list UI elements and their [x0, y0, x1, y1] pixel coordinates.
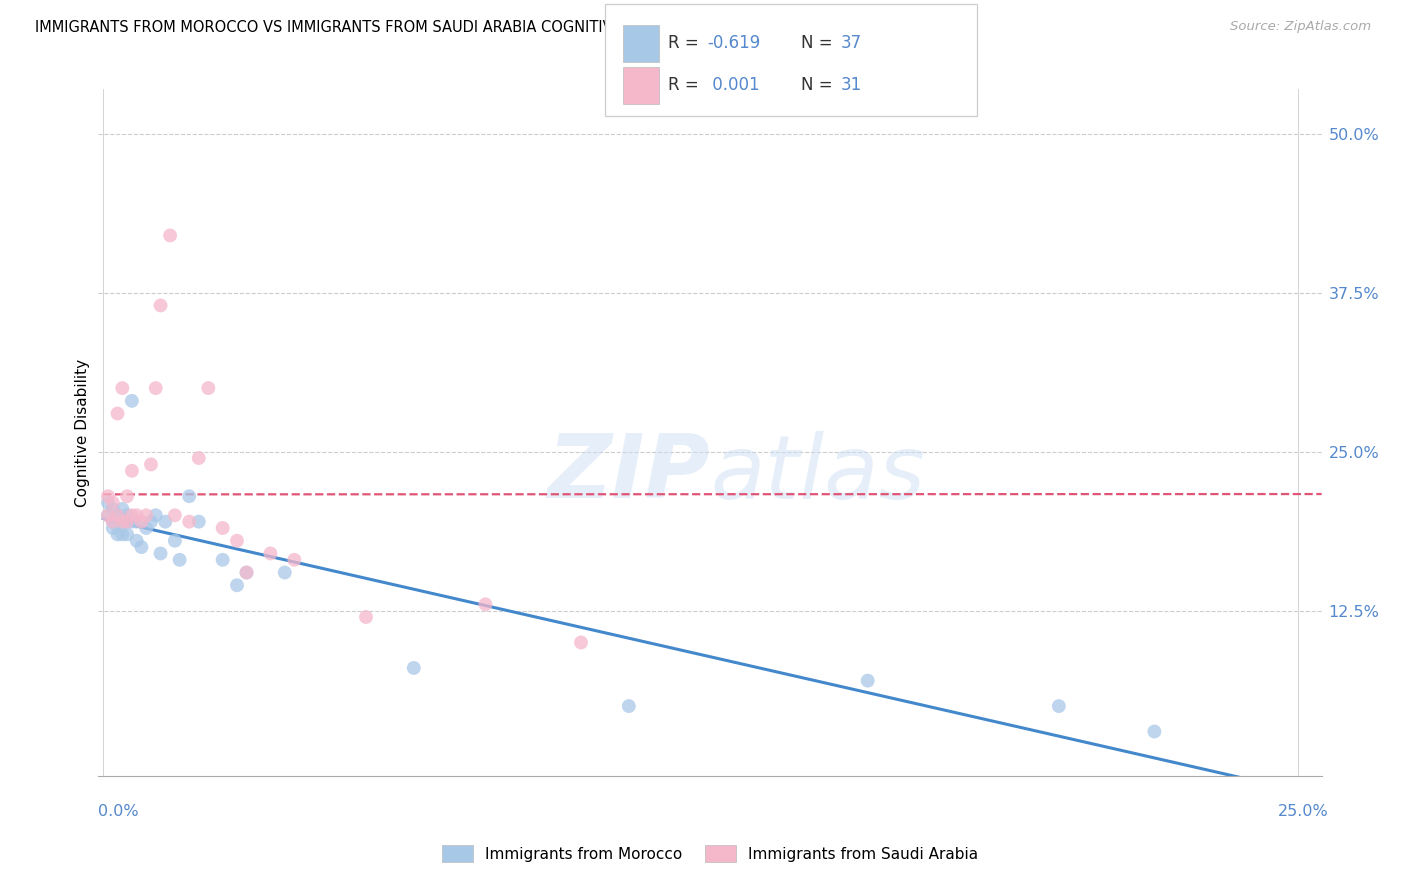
Point	[169, 553, 191, 567]
Text: R =: R =	[668, 76, 704, 94]
Point	[226, 578, 249, 592]
Point	[125, 515, 148, 529]
Point	[569, 635, 592, 649]
Point	[179, 515, 201, 529]
Text: 37: 37	[841, 34, 862, 52]
Point	[179, 489, 201, 503]
Point	[145, 508, 167, 523]
Text: N =: N =	[801, 76, 838, 94]
Point	[97, 495, 120, 509]
Point	[131, 515, 153, 529]
Point	[115, 515, 138, 529]
Text: atlas: atlas	[710, 431, 925, 516]
Point	[101, 515, 124, 529]
Point	[139, 515, 162, 529]
Text: R =: R =	[668, 34, 704, 52]
Point	[107, 515, 129, 529]
Point	[111, 381, 134, 395]
Point	[107, 508, 129, 523]
Legend: Immigrants from Morocco, Immigrants from Saudi Arabia: Immigrants from Morocco, Immigrants from…	[436, 839, 984, 868]
Point	[139, 458, 162, 472]
Y-axis label: Cognitive Disability: Cognitive Disability	[75, 359, 90, 507]
Point	[135, 521, 157, 535]
Point	[121, 508, 143, 523]
Point	[101, 502, 124, 516]
Text: IMMIGRANTS FROM MOROCCO VS IMMIGRANTS FROM SAUDI ARABIA COGNITIVE DISABILITY COR: IMMIGRANTS FROM MOROCCO VS IMMIGRANTS FR…	[35, 20, 869, 35]
Point	[135, 508, 157, 523]
Point	[235, 566, 257, 580]
Point	[107, 508, 129, 523]
Point	[235, 566, 257, 580]
Point	[211, 553, 233, 567]
Point	[187, 451, 209, 466]
Text: 0.0%: 0.0%	[98, 805, 139, 819]
Point	[107, 527, 129, 541]
Point	[97, 508, 120, 523]
Point	[111, 527, 134, 541]
Text: -0.619: -0.619	[707, 34, 761, 52]
Point	[101, 495, 124, 509]
Text: ZIP: ZIP	[547, 430, 710, 517]
Point	[149, 298, 172, 312]
Point	[259, 546, 281, 560]
Text: 31: 31	[841, 76, 862, 94]
Point	[107, 407, 129, 421]
Point	[159, 228, 181, 243]
Point	[149, 546, 172, 560]
Text: 0.001: 0.001	[707, 76, 759, 94]
Point	[354, 610, 377, 624]
Text: N =: N =	[801, 34, 838, 52]
Point	[101, 521, 124, 535]
Point	[131, 540, 153, 554]
Point	[97, 489, 120, 503]
Point	[1047, 699, 1070, 714]
Point	[474, 598, 496, 612]
Point	[617, 699, 640, 714]
Point	[125, 508, 148, 523]
Point	[856, 673, 879, 688]
Point	[115, 515, 138, 529]
Point	[125, 533, 148, 548]
Text: Source: ZipAtlas.com: Source: ZipAtlas.com	[1230, 20, 1371, 33]
Point	[121, 464, 143, 478]
Point	[197, 381, 219, 395]
Text: 25.0%: 25.0%	[1278, 805, 1329, 819]
Point	[121, 393, 143, 408]
Point	[121, 515, 143, 529]
Point	[274, 566, 297, 580]
Point	[1143, 724, 1166, 739]
Point	[115, 508, 138, 523]
Point	[115, 527, 138, 541]
Point	[211, 521, 233, 535]
Point	[97, 508, 120, 523]
Point	[111, 515, 134, 529]
Point	[163, 533, 186, 548]
Point	[111, 502, 134, 516]
Point	[163, 508, 186, 523]
Point	[101, 515, 124, 529]
Point	[226, 533, 249, 548]
Point	[187, 515, 209, 529]
Point	[283, 553, 305, 567]
Point	[115, 489, 138, 503]
Point	[145, 381, 167, 395]
Point	[155, 515, 177, 529]
Point	[402, 661, 425, 675]
Point	[111, 515, 134, 529]
